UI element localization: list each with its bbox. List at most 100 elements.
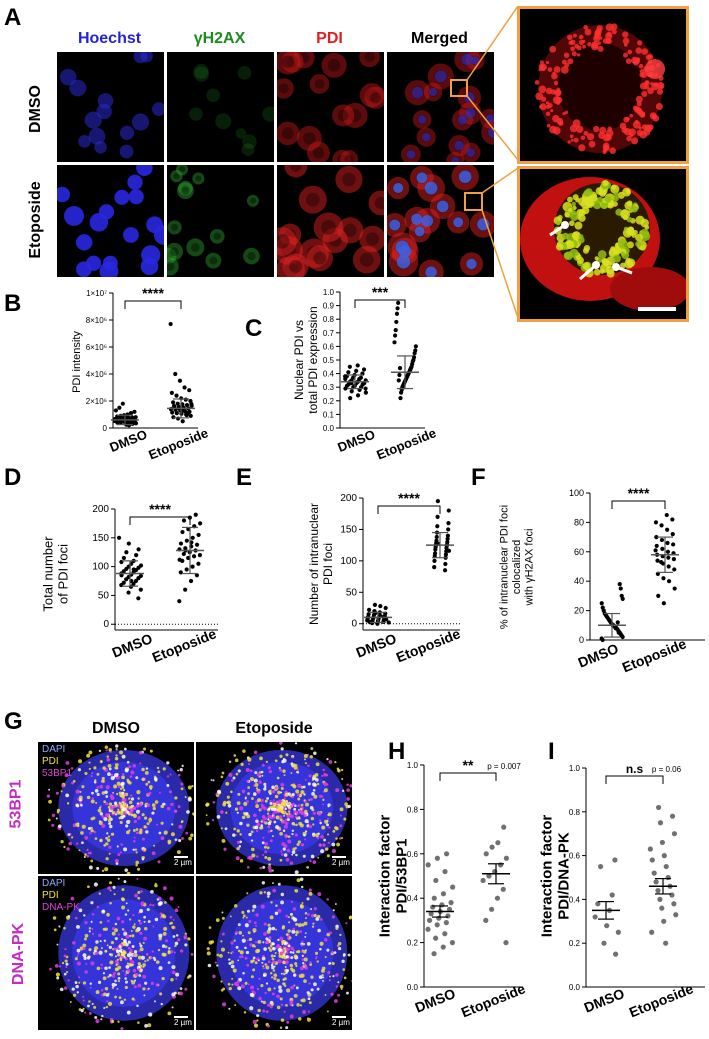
data-point: [384, 617, 389, 622]
data-point: [601, 940, 607, 946]
y-tick-label: 150: [340, 524, 357, 535]
data-point: [656, 593, 661, 599]
data-point: [373, 610, 378, 616]
data-point: [489, 906, 495, 912]
y-tick-label: 0.8: [407, 805, 419, 814]
g-row-label-53bp1: 53BP1: [7, 779, 25, 829]
x-category-label: Etoposide: [620, 635, 689, 675]
data-point: [653, 879, 659, 885]
data-point: [393, 333, 398, 338]
data-point: [181, 518, 187, 523]
panel-e-letter: E: [236, 464, 253, 491]
data-point: [347, 364, 352, 369]
panel-a-letter: A: [4, 4, 22, 31]
data-point: [673, 912, 679, 918]
data-point: [425, 926, 431, 932]
data-point: [654, 535, 659, 540]
data-point: [183, 397, 188, 402]
data-point: [434, 855, 440, 861]
data-point: [649, 929, 655, 935]
data-point: [503, 940, 509, 946]
data-point: [413, 348, 418, 353]
pla-image-dnapk-dmso: [38, 876, 194, 1030]
y-axis-label: Total number: [41, 536, 56, 612]
data-point: [659, 523, 664, 528]
panel-b-letter: B: [4, 290, 22, 317]
data-point: [442, 931, 448, 937]
y-axis-label: % of intranuclear PDI foci: [498, 505, 510, 629]
data-point: [657, 820, 664, 826]
data-point: [121, 555, 127, 561]
y-tick-label: 50: [98, 590, 110, 601]
x-category-label: DMSO: [582, 985, 627, 1016]
data-point: [433, 877, 439, 884]
data-point: [366, 607, 372, 612]
data-point: [383, 605, 388, 611]
data-point: [653, 548, 658, 553]
y-tick-label: 0.1: [323, 410, 335, 419]
data-point: [661, 601, 666, 606]
data-point: [617, 582, 622, 587]
significance-label: ****: [628, 485, 650, 501]
data-point: [615, 929, 621, 935]
y-tick-label: 60: [574, 547, 584, 557]
data-point: [672, 567, 677, 572]
data-point: [121, 580, 126, 585]
data-point: [448, 900, 454, 906]
data-point: [186, 555, 191, 561]
zoom-inset-dmso: [517, 6, 689, 164]
data-point: [446, 508, 451, 513]
data-point: [187, 388, 192, 393]
data-point: [361, 367, 367, 372]
g-col-header-etoposide: Etoposide: [235, 720, 313, 737]
y-tick-label: 100: [92, 562, 109, 573]
data-point: [194, 573, 200, 578]
panel-c-letter: C: [245, 315, 263, 342]
chart-h: 0.0 0.2 0.4 0.6 0.8 1.0 ** p = 0.007 DMSO Etoposi…: [376, 757, 527, 1020]
significance-label: ****: [149, 501, 171, 517]
data-point: [434, 538, 439, 543]
legend-dapi-2: DAPI: [42, 878, 66, 889]
data-point: [666, 579, 672, 584]
y-tick-label: 0.0: [323, 424, 335, 433]
data-point: [443, 561, 448, 567]
data-point: [357, 376, 362, 382]
data-point: [660, 546, 665, 551]
x-category-label: DMSO: [354, 630, 399, 661]
p-value-label: p = 0.007: [487, 762, 521, 771]
data-point: [599, 601, 604, 606]
legend-53bp1: 53BP1: [42, 768, 73, 779]
data-point: [669, 892, 675, 898]
zoom-inset-etoposide: [517, 166, 689, 322]
y-tick-label: 0.6: [569, 852, 581, 861]
data-point: [671, 831, 678, 837]
data-point: [413, 344, 418, 349]
y-tick-label: 1.0: [569, 764, 581, 773]
y-axis-label: PDI/DNA-PK: [556, 832, 573, 920]
data-point: [367, 619, 372, 624]
y-tick-label: 8×10⁶: [86, 316, 107, 325]
data-point: [116, 535, 122, 540]
y-tick-label: 0: [103, 424, 108, 433]
data-point: [434, 922, 440, 928]
y-tick-label: 0.4: [407, 894, 419, 903]
data-point: [189, 401, 194, 407]
data-point: [170, 410, 175, 415]
data-point: [661, 918, 667, 924]
data-point: [615, 620, 620, 625]
x-category-label: Etoposide: [150, 625, 219, 665]
data-point: [198, 521, 203, 526]
data-point: [178, 541, 184, 546]
y-tick-label: 150: [92, 533, 109, 544]
pla-image-53bp1-dmso: [38, 742, 194, 874]
chart-b: 0 2×10⁶ 4×10⁶ 6×10⁶ 8×10⁶ 1×10⁷ **** DMSOEtopos…: [71, 285, 210, 463]
y-tick-label: 0.2: [323, 397, 335, 406]
y-tick-label: 0.6: [407, 850, 419, 859]
panel-i-letter: I: [548, 738, 555, 765]
data-point: [663, 940, 669, 946]
y-tick-label: 0.4: [323, 370, 335, 379]
micrograph-gh2ax-dmso: [167, 52, 274, 162]
y-tick-label: 100: [340, 556, 357, 567]
data-point: [600, 605, 605, 610]
x-category-label: Etoposide: [146, 425, 210, 462]
